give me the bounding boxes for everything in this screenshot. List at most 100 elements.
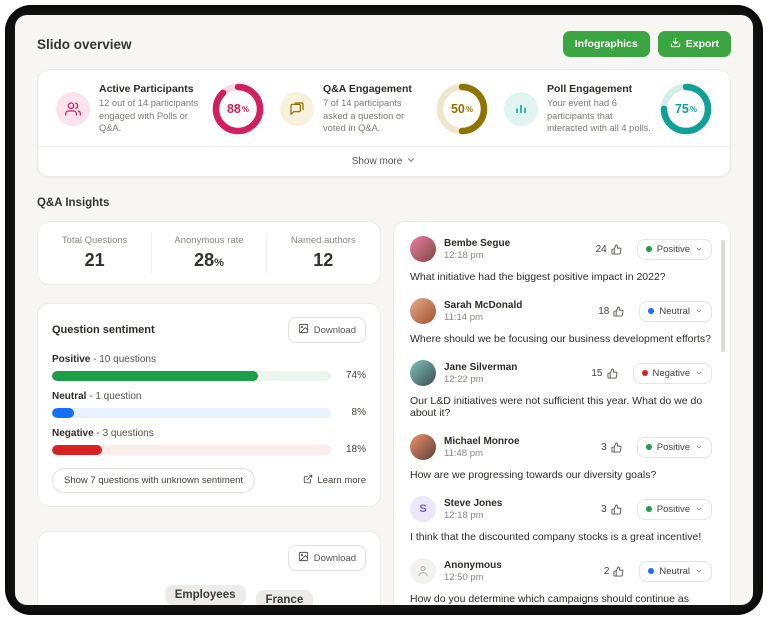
word-cloud-rows: EmployeesFranceAnonymousHybridNew hiresS… — [52, 585, 366, 605]
sentiment-dropdown[interactable]: Neutral — [639, 560, 712, 582]
thumbs-up-icon — [606, 367, 618, 379]
kpi-summary-card: Active Participants 12 out of 14 particip… — [37, 69, 731, 177]
question-time: 11:14 pm — [444, 311, 483, 323]
word-cloud-card: Download EmployeesFranceAnonymousHybridN… — [37, 531, 381, 605]
question-likes[interactable]: 2 — [604, 566, 625, 577]
kpi-description: Your event had 6 participants that inter… — [547, 98, 651, 134]
sentiment-dot — [648, 308, 655, 314]
sentiment-footer: Show 7 questions with unknown sentiment … — [52, 468, 366, 493]
question-sentiment-card: Question sentiment Download Positive - 1… — [37, 303, 381, 507]
learn-more-link[interactable]: Learn more — [303, 474, 366, 487]
chevron-down-icon — [695, 369, 703, 377]
sentiment-dropdown[interactable]: Positive — [636, 498, 712, 520]
page-header: Slido overview Infographics Export — [15, 15, 753, 67]
kpi-progress-ring: 88% — [212, 83, 264, 135]
thumbs-up-icon — [613, 565, 624, 577]
question-likes[interactable]: 24 — [596, 244, 622, 255]
show-more-button[interactable]: Show more — [38, 146, 730, 176]
infographics-button[interactable]: Infographics — [562, 31, 650, 57]
question-text: Our L&D initiatives were not sufficient … — [410, 395, 703, 419]
question-item: Bembe Segue 12:18 pm 24 Positive What initia… — [410, 236, 712, 283]
question-author: Sarah McDonald — [444, 299, 523, 311]
question-time: 12:18 pm — [444, 509, 484, 521]
chevron-down-icon — [406, 155, 416, 168]
sentiment-dot — [648, 568, 655, 574]
thumbs-up-icon — [611, 503, 622, 515]
question-item: Anonymous 12:50 pm 2 Neutral How do you dete… — [410, 558, 712, 605]
chevron-down-icon — [695, 245, 703, 253]
chevron-down-icon — [695, 567, 703, 575]
avatar — [410, 558, 436, 584]
question-likes[interactable]: 15 — [591, 368, 617, 379]
question-author: Anonymous — [444, 559, 502, 571]
word-cloud-download-button[interactable]: Download — [287, 545, 366, 571]
question-text: Where should we be focusing our business… — [410, 333, 711, 345]
header-actions: Infographics Export — [562, 31, 731, 57]
stat-item: Total Questions 21 — [38, 233, 151, 273]
kpi-title: Poll Engagement — [547, 83, 633, 96]
question-item: Michael Monroe 11:48 pm 3 Positive How are w… — [410, 434, 712, 481]
sentiment-dropdown-label: Positive — [656, 243, 690, 255]
qa-questions-card: Bembe Segue 12:18 pm 24 Positive What initia… — [393, 221, 731, 605]
word-cloud-tag[interactable]: France — [255, 590, 314, 605]
kpi-progress-ring: 75% — [660, 83, 712, 135]
sentiment-row-label: Positive - 10 questions — [52, 354, 156, 365]
sentiment-bar — [52, 370, 331, 381]
avatar — [410, 236, 436, 262]
question-likes[interactable]: 3 — [601, 442, 622, 453]
image-icon — [298, 323, 309, 337]
sentiment-row: Neutral - 1 question 8% — [52, 391, 366, 418]
insights-left-column: Total Questions 21 Anonymous rate 28% Named … — [37, 221, 381, 605]
word-cloud-tag[interactable]: Employees — [164, 585, 246, 605]
stat-value: 28% — [194, 250, 224, 270]
bar-chart-icon — [504, 92, 538, 126]
avatar: S — [410, 496, 436, 522]
sentiment-dropdown[interactable]: Positive — [636, 436, 712, 458]
kpi-item: Q&A Engagement 7 of 14 participants asked… — [272, 79, 496, 139]
question-likes[interactable]: 3 — [601, 504, 622, 515]
show-unknown-sentiment-button[interactable]: Show 7 questions with unknown sentiment — [52, 468, 256, 493]
question-text: How do you determine which campaigns sho… — [410, 593, 689, 605]
question-item: Sarah McDonald 11:14 pm 18 Neutral Where sho… — [410, 298, 712, 345]
sentiment-percent: 8% — [351, 407, 366, 418]
sentiment-dropdown[interactable]: Negative — [632, 362, 712, 384]
stat-label: Named authors — [290, 235, 356, 246]
external-link-icon — [303, 474, 313, 487]
sentiment-row-label: Neutral - 1 question — [52, 391, 142, 402]
dashboard-page: Slido overview Infographics Export Activ… — [15, 15, 753, 605]
show-more-label: Show more — [351, 156, 403, 167]
image-icon — [298, 551, 309, 565]
kpi-description: 7 of 14 participants asked a question or… — [323, 98, 405, 134]
question-likes[interactable]: 18 — [598, 306, 624, 317]
stat-value: 12 — [313, 250, 334, 270]
kpi-percent: 75% — [674, 102, 698, 116]
qa-questions-list: Bembe Segue 12:18 pm 24 Positive What initia… — [410, 236, 712, 605]
kpi-percent: 88% — [226, 102, 250, 116]
avatar — [410, 434, 436, 460]
question-time: 11:48 pm — [444, 447, 483, 459]
scrollbar-thumb[interactable] — [721, 240, 725, 352]
page-title: Slido overview — [37, 36, 132, 52]
question-author: Bembe Segue — [444, 237, 511, 249]
sentiment-dropdown-label: Neutral — [659, 565, 690, 577]
question-author: Jane Silverman — [444, 361, 518, 373]
sentiment-row: Negative - 3 questions 18% — [52, 428, 366, 455]
question-time: 12:18 pm — [444, 249, 484, 261]
insights-columns: Total Questions 21 Anonymous rate 28% Named … — [15, 221, 753, 605]
sentiment-percent: 18% — [345, 444, 366, 455]
sentiment-download-label: Download — [313, 324, 356, 336]
thumbs-up-icon — [613, 305, 624, 317]
sentiment-rows: Positive - 10 questions 74% Neutral - 1 qu… — [52, 354, 366, 455]
sentiment-dropdown-label: Negative — [652, 367, 691, 379]
sentiment-download-button[interactable]: Download — [287, 317, 366, 343]
sentiment-dropdown[interactable]: Positive — [636, 238, 712, 260]
sentiment-percent: 74% — [345, 370, 366, 381]
stat-item: Anonymous rate 28% — [151, 233, 265, 273]
qa-insights-heading: Q&A Insights — [37, 197, 110, 209]
export-button[interactable]: Export — [657, 31, 731, 57]
export-button-label: Export — [685, 38, 719, 50]
sentiment-dropdown[interactable]: Neutral — [639, 300, 712, 322]
people-icon — [56, 92, 90, 126]
question-author: Michael Monroe — [444, 435, 520, 447]
question-time: 12:22 pm — [444, 373, 484, 385]
